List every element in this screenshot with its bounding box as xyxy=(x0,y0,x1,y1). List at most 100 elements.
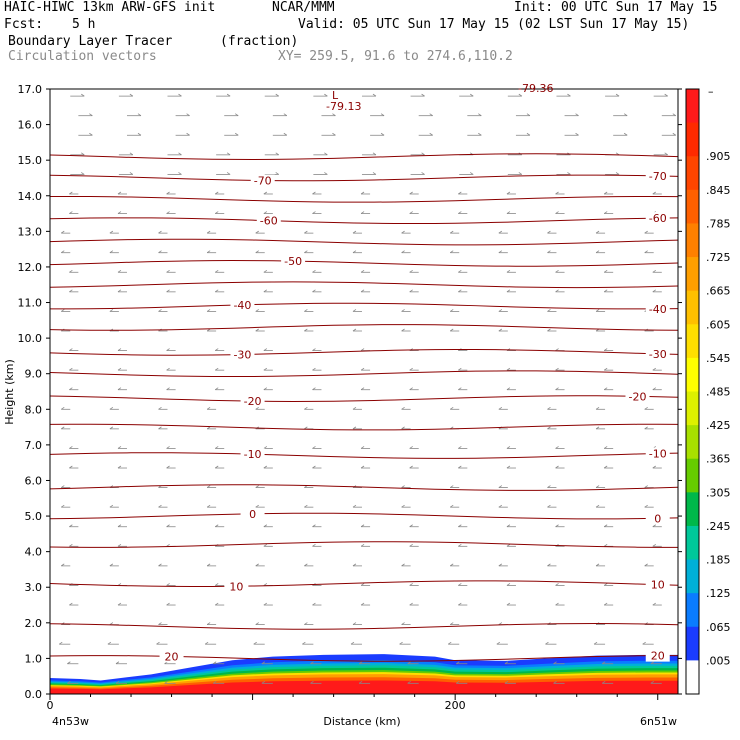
vector-head xyxy=(458,524,462,528)
colorbar-swatch xyxy=(686,626,699,661)
vector-head xyxy=(275,152,279,156)
colorbar-swatch xyxy=(686,357,699,392)
vector-head xyxy=(652,543,657,547)
vector-head xyxy=(69,289,73,293)
contour-label-bg xyxy=(224,580,249,593)
vector-head xyxy=(447,641,452,645)
vector-head xyxy=(547,426,551,430)
vector-head xyxy=(603,211,608,214)
vector-head xyxy=(401,504,405,508)
vector-head xyxy=(652,387,657,391)
temperature-contour xyxy=(50,195,678,203)
temperature-contour-labeled xyxy=(50,580,678,588)
vector-head xyxy=(69,387,73,391)
vector-head xyxy=(504,661,509,665)
vector-head xyxy=(61,309,65,312)
vector-head xyxy=(263,289,268,293)
vector-head xyxy=(360,269,365,273)
colorbar-swatch xyxy=(686,257,699,292)
colorbar-swatch xyxy=(686,593,699,628)
x-end-label: 6n51w xyxy=(640,715,677,728)
vector-head xyxy=(312,446,316,449)
vector-head xyxy=(644,485,648,488)
vector-head xyxy=(214,387,219,391)
vector-head xyxy=(601,661,606,665)
vector-head xyxy=(61,406,65,410)
vector-head xyxy=(352,504,357,508)
vector-head xyxy=(642,641,646,645)
vector-head xyxy=(409,269,413,273)
vector-head xyxy=(115,680,120,684)
vector-head xyxy=(115,661,120,665)
vector-head xyxy=(166,602,170,606)
vector-head xyxy=(603,269,608,273)
vector-head xyxy=(255,309,259,312)
vector-head xyxy=(623,132,628,136)
vector-head xyxy=(117,191,122,195)
contour-label: -70 xyxy=(254,175,272,188)
vector-head xyxy=(255,563,259,567)
vector-head xyxy=(206,230,211,234)
vector-head xyxy=(401,622,405,625)
vector-head xyxy=(81,93,85,97)
vector-head xyxy=(109,563,114,567)
vector-head xyxy=(409,465,413,469)
vector-head xyxy=(449,485,454,488)
vector-head xyxy=(117,269,122,273)
vector-head xyxy=(89,113,93,117)
vector-head xyxy=(137,113,142,117)
vector-head xyxy=(263,446,268,449)
vector-head xyxy=(360,602,365,606)
colorbar-label: .005 xyxy=(706,654,731,667)
vector-head xyxy=(409,289,413,293)
vector-head xyxy=(263,465,268,469)
vector-head xyxy=(409,602,413,606)
contour-label: -20 xyxy=(244,395,262,408)
vector-head xyxy=(107,641,112,645)
vector-head xyxy=(518,93,523,97)
vector-head xyxy=(117,348,122,351)
vector-head xyxy=(129,172,134,175)
vector-head xyxy=(312,524,316,528)
vector-head xyxy=(275,172,279,175)
vector-head xyxy=(360,446,365,449)
vector-head xyxy=(595,426,600,430)
vector-head xyxy=(644,250,648,254)
y-tick-label: 2.0 xyxy=(25,617,43,630)
contour-label-bg xyxy=(645,212,670,225)
vector-head xyxy=(263,211,268,214)
vector-head xyxy=(449,250,454,254)
vector-head xyxy=(263,367,268,371)
vector-head xyxy=(158,406,162,410)
vector-head xyxy=(206,485,211,488)
vector-head xyxy=(253,641,257,645)
contour-label: 0 xyxy=(654,512,661,525)
contour-label: -60 xyxy=(260,215,278,228)
vector-head xyxy=(332,113,336,117)
vector-head xyxy=(498,504,503,508)
vector-head xyxy=(263,583,268,586)
vector-head xyxy=(81,172,85,175)
y-tick-label: 14.0 xyxy=(18,190,43,203)
y-tick-label: 10.0 xyxy=(18,332,43,345)
y-axis-label: Height (km) xyxy=(3,359,16,425)
vector-head xyxy=(263,602,268,606)
vector-head xyxy=(555,348,559,351)
vector-head xyxy=(255,485,259,488)
top-value-label: -79.36 xyxy=(518,82,553,95)
contour-label: -40 xyxy=(649,303,667,316)
vector-head xyxy=(166,524,170,528)
vector-head xyxy=(360,367,365,371)
colorbar-swatch xyxy=(686,458,699,493)
vector-head xyxy=(506,446,511,449)
vector-head xyxy=(129,152,134,156)
vector-head xyxy=(409,387,413,391)
vector-head xyxy=(69,367,73,371)
vector-head xyxy=(547,485,551,488)
vector-head xyxy=(67,661,71,665)
vector-head xyxy=(664,93,668,97)
vector-head xyxy=(603,524,608,528)
vector-head xyxy=(595,250,600,254)
colorbar-label: .725 xyxy=(706,251,731,264)
vector-head xyxy=(575,132,579,136)
